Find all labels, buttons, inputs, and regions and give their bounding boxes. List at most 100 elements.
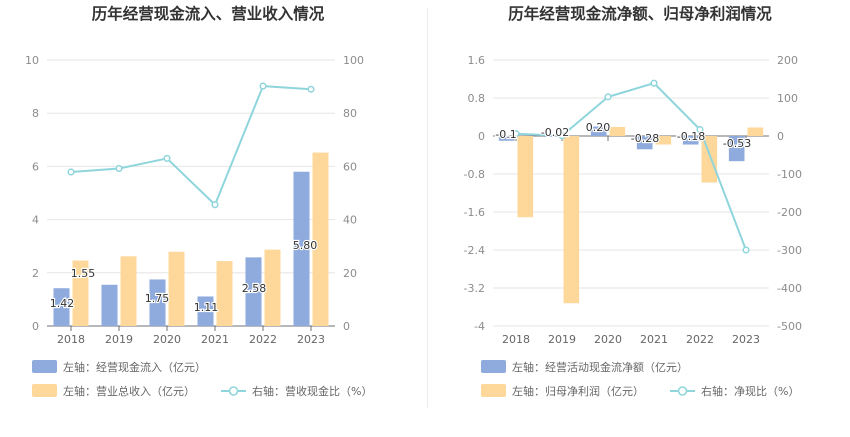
data-label: 0.20 — [586, 121, 611, 134]
right-axis-tick-label: 0 — [777, 130, 784, 143]
category-label: 2020 — [153, 333, 181, 346]
ratio-point — [604, 93, 612, 101]
bar-secondary — [517, 136, 534, 218]
legend-item: 左轴：营业总收入（亿元） — [32, 384, 195, 398]
bar-secondary — [747, 127, 764, 136]
category-label: 2019 — [548, 333, 576, 346]
category-label: 2019 — [105, 333, 133, 346]
left-axis-tick-label: -0.8 — [464, 168, 485, 181]
legend-label: 右轴：营收现金比（%） — [252, 384, 372, 398]
legend-swatch — [481, 384, 506, 397]
panel-divider — [427, 8, 428, 408]
ratio-point — [742, 246, 750, 254]
right-axis-tick-label: 20 — [343, 267, 357, 280]
bar-secondary — [312, 152, 329, 326]
ratio-point — [115, 164, 123, 173]
category-label: 2022 — [249, 333, 277, 346]
right-axis-tick-label: 100 — [343, 54, 364, 67]
legend-label: 左轴：归母净利润（亿元） — [512, 384, 644, 398]
ratio-line — [70, 85, 312, 207]
legend-label: 左轴：经营现金流入（亿元） — [63, 360, 206, 374]
bar-secondary — [216, 261, 233, 326]
category-label: 2018 — [57, 333, 85, 346]
bar-secondary — [609, 126, 626, 136]
legend-swatch-marker — [677, 386, 688, 396]
bar-primary — [149, 279, 166, 326]
data-label: 2.58 — [242, 282, 267, 295]
ratio-point — [558, 132, 566, 140]
bar-primary — [101, 284, 118, 326]
chart-title: 历年经营现金流净额、归母净利润情况 — [508, 4, 772, 23]
category-label: 2023 — [732, 333, 760, 346]
left-axis-tick-label: 0 — [32, 320, 39, 333]
bar-secondary — [563, 136, 580, 304]
ratio-point — [211, 201, 219, 209]
data-label: 1.75 — [145, 292, 170, 305]
left-axis-tick-label: -1.6 — [464, 206, 485, 219]
legend-item: 右轴：营收现金比（%） — [221, 384, 372, 398]
category-label: 2021 — [640, 333, 668, 346]
right-axis-tick-label: 60 — [343, 160, 357, 173]
bar-secondary — [701, 136, 718, 183]
bar-primary — [245, 257, 262, 326]
data-label: 1.55 — [71, 267, 96, 280]
left-axis-tick-label: 4 — [32, 214, 39, 227]
left-axis-tick-label: 8 — [32, 107, 39, 120]
legend-swatch — [32, 360, 57, 373]
bar-primary — [293, 171, 310, 326]
legend-label: 左轴：经营活动现金流净额（亿元） — [512, 360, 688, 374]
chart-title: 历年经营现金流入、营业收入情况 — [92, 4, 325, 23]
legend-swatch-marker — [228, 386, 239, 396]
right-axis-tick-label: 40 — [343, 214, 357, 227]
left-axis-tick-label: 6 — [32, 160, 39, 173]
data-label: -0.18 — [677, 130, 705, 143]
data-label: 1.11 — [194, 301, 219, 314]
bar-secondary — [168, 251, 185, 326]
legend-item: 左轴：经营现金流入（亿元） — [32, 360, 206, 374]
legend-item: 左轴：归母净利润（亿元） — [481, 384, 644, 398]
left-axis-tick-label: 1.6 — [468, 54, 486, 67]
data-label: -0.02 — [541, 126, 569, 139]
bar-primary — [53, 288, 70, 326]
ratio-point — [259, 82, 267, 90]
data-label: -0.53 — [723, 137, 751, 150]
bar-secondary — [72, 260, 89, 326]
bar-primary — [728, 136, 745, 162]
right-axis-tick-label: 80 — [343, 107, 357, 120]
data-label: -0.28 — [631, 132, 659, 145]
right-axis-tick-label: -200 — [777, 206, 802, 219]
ratio-point — [67, 168, 75, 176]
category-label: 2021 — [201, 333, 229, 346]
bar-primary — [590, 126, 607, 136]
bar-secondary — [120, 256, 137, 326]
ratio-point — [512, 130, 520, 138]
right-axis-tick-label: 100 — [777, 92, 798, 105]
bar-secondary — [655, 136, 672, 145]
legend-item: 左轴：经营活动现金流净额（亿元） — [481, 360, 688, 374]
bar-primary — [544, 136, 561, 137]
left-axis-tick-label: 0.8 — [468, 92, 486, 105]
ratio-point — [307, 85, 315, 93]
legend-swatch — [481, 360, 506, 373]
legend-item: 右轴：净现比（%） — [670, 384, 799, 398]
right-axis-tick-label: -100 — [777, 168, 802, 181]
ratio-point — [163, 154, 171, 162]
data-label: 1.42 — [50, 297, 75, 310]
ratio-line — [515, 82, 747, 251]
category-label: 2023 — [297, 333, 325, 346]
left-axis-tick-label: -3.2 — [464, 282, 485, 295]
right-axis-tick-label: 0 — [343, 320, 350, 333]
bar-secondary — [264, 249, 281, 326]
left-axis-tick-label: -2.4 — [464, 244, 485, 257]
left-axis-tick-label: -4 — [474, 320, 485, 333]
bar-primary — [636, 136, 653, 150]
category-label: 2022 — [686, 333, 714, 346]
data-label: -0.1 — [495, 128, 516, 141]
bar-primary — [197, 296, 214, 326]
left-axis-tick-label: 2 — [32, 267, 39, 280]
ratio-point — [696, 125, 704, 134]
right-axis-tick-label: 200 — [777, 54, 798, 67]
